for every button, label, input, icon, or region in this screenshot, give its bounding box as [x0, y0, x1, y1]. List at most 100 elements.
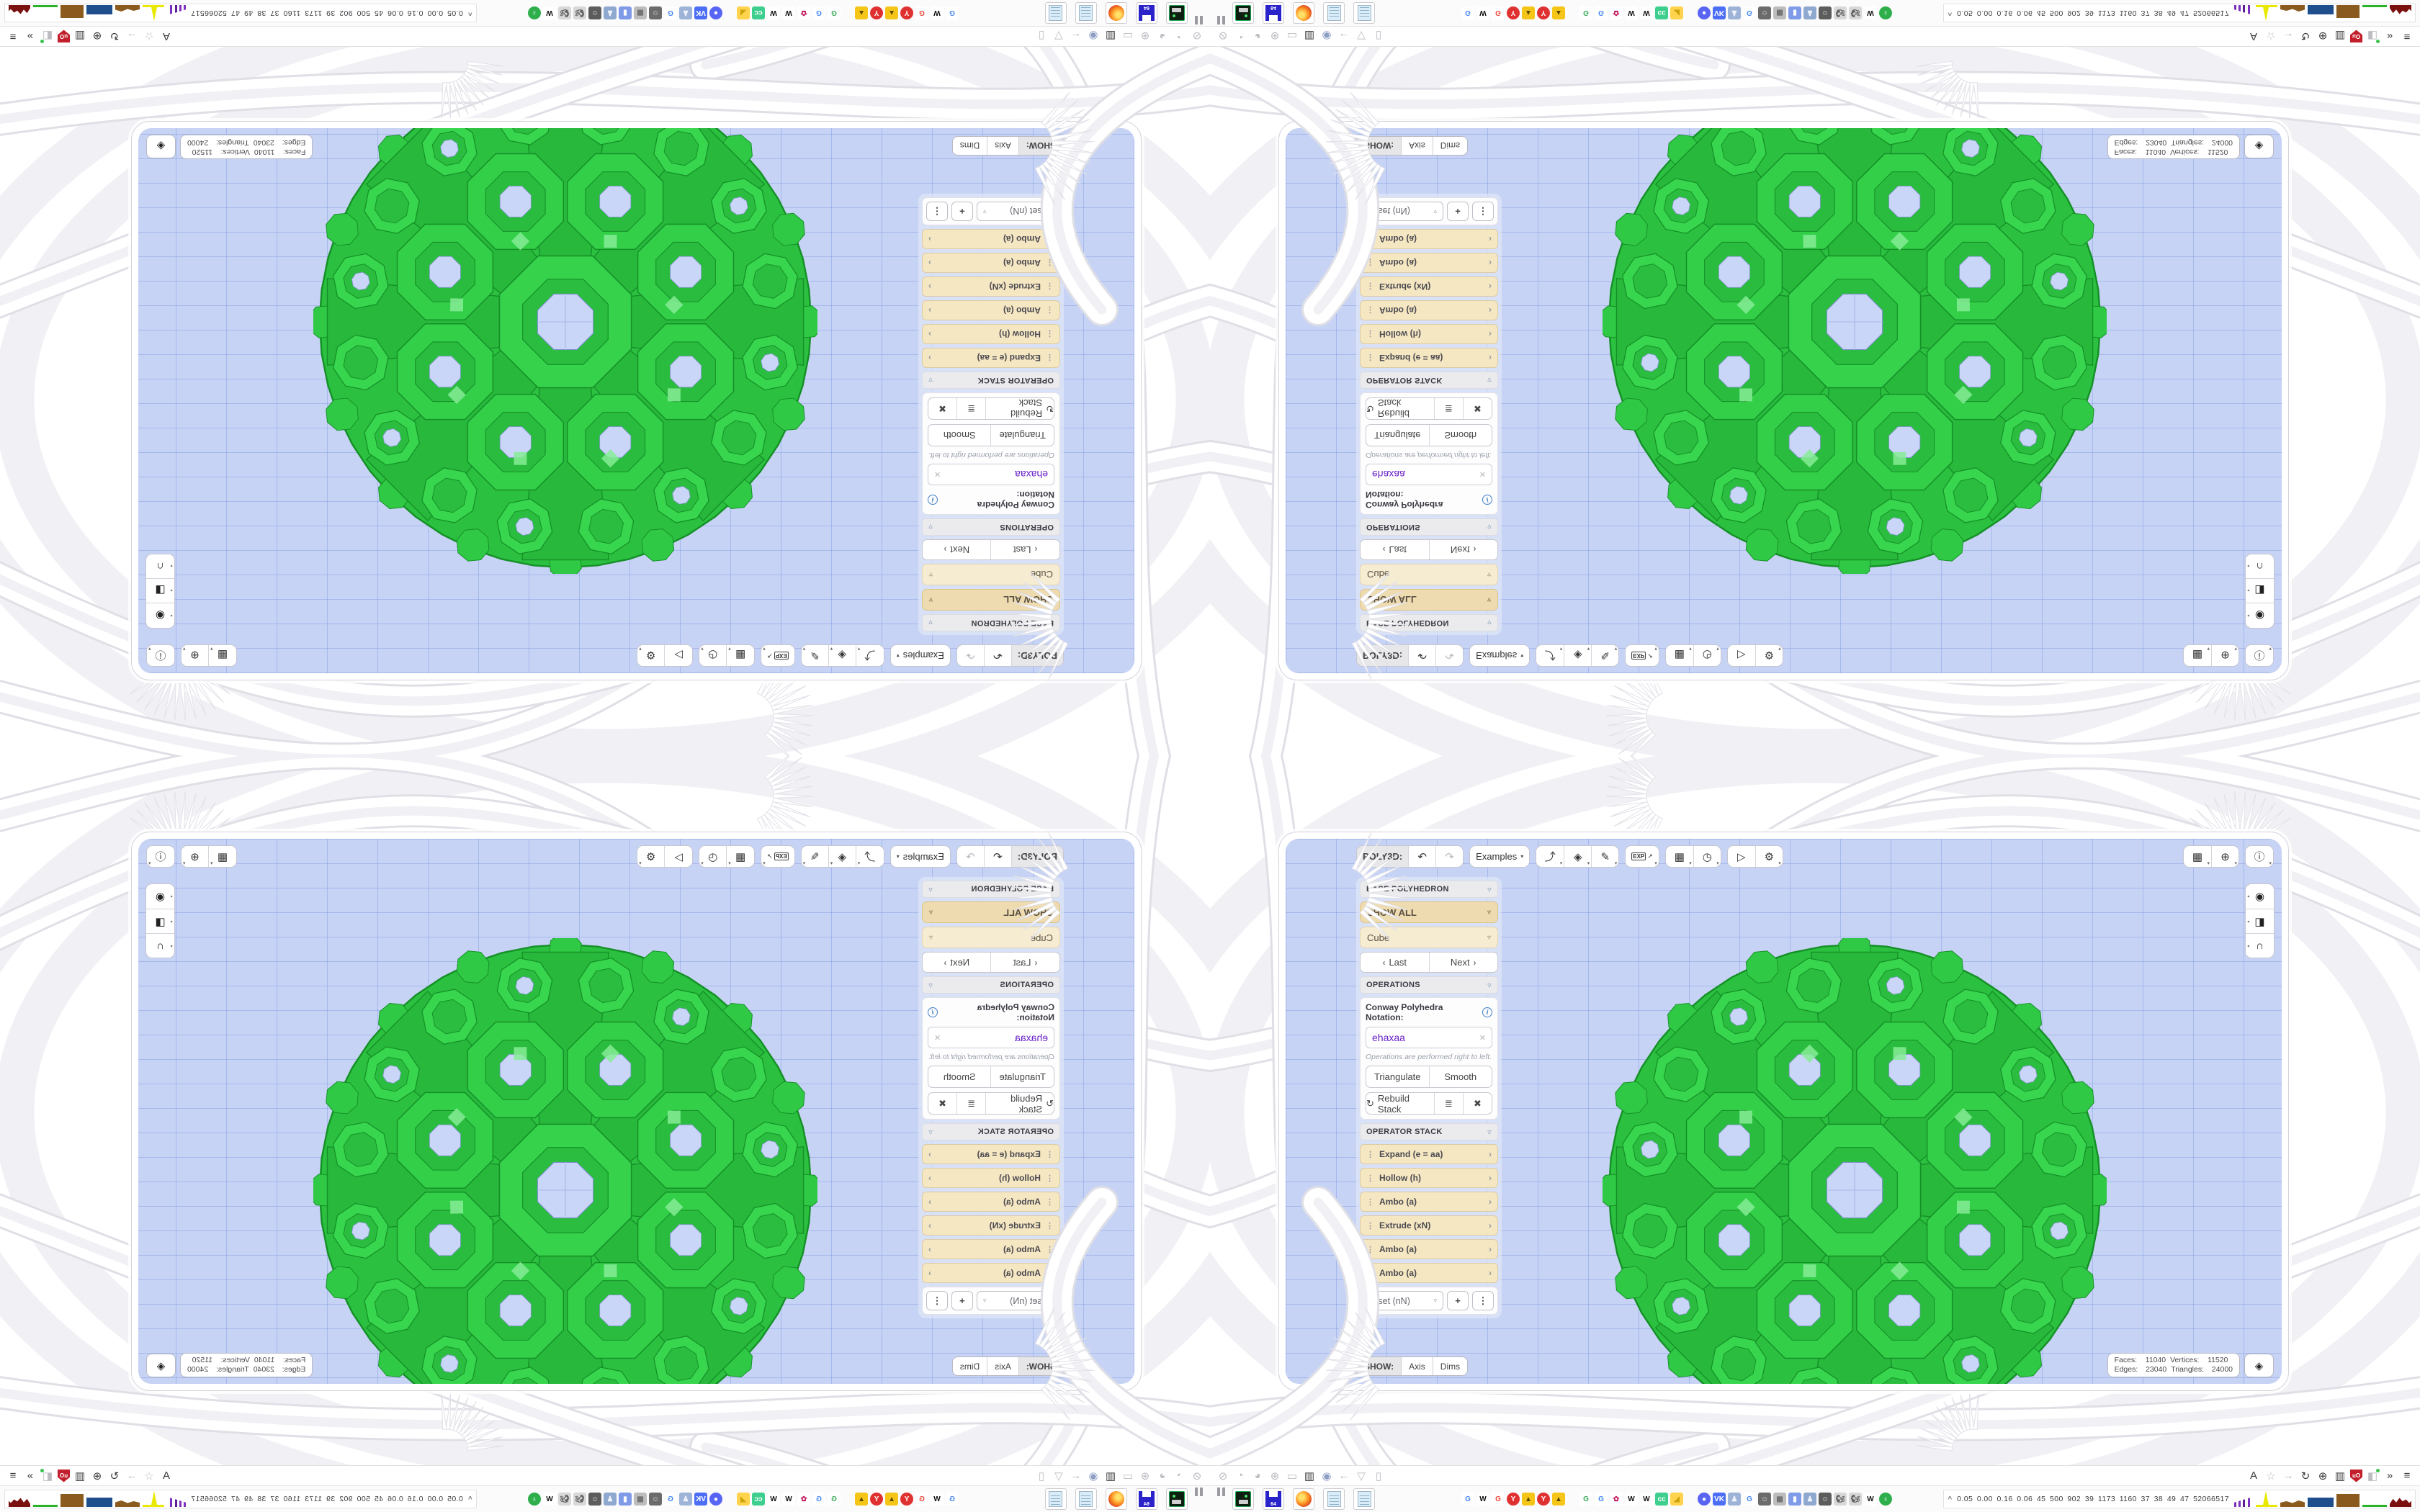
axis-toggle[interactable]: Axis [987, 137, 1019, 155]
ublock-shield-icon[interactable]: uO [58, 1470, 70, 1482]
stack-item-expand[interactable]: ⋮ Expand (e = aa) › [1360, 1144, 1498, 1164]
google-window[interactable]: G [946, 6, 959, 19]
portrait-window[interactable]: ☺ [1819, 6, 1832, 19]
table-button[interactable]: ▦ ▾ [1665, 846, 1693, 867]
bookmark-star-icon[interactable]: ☆ [2266, 1470, 2276, 1482]
photo-window[interactable]: ▲ [885, 1493, 898, 1506]
edit-draw-button[interactable]: ✎ ▾ [1591, 846, 1619, 867]
operator-select[interactable]: Inset (nN) ▿ [977, 1291, 1056, 1310]
green-polyhedron-model[interactable] [313, 938, 817, 1384]
stack-item-extrude[interactable]: ⋮ Extrude (xN) › [922, 1215, 1060, 1236]
ublock-shield-icon[interactable]: uO [2350, 1469, 2362, 1482]
rebuild-stack-button[interactable]: ↻ Rebuild Stack [1366, 398, 1434, 420]
translate-icon[interactable]: A [163, 30, 171, 42]
squirrel-window[interactable]: 🐿 [1834, 6, 1847, 19]
squirrel-window[interactable]: 🐿 [558, 6, 571, 19]
badge-icon[interactable]: ◉ [1322, 1470, 1332, 1482]
portrait-window[interactable]: ☺ [588, 1493, 601, 1506]
launcher-hw-monitor[interactable] [1232, 2, 1254, 24]
folder-icon[interactable]: ▭ [1122, 1470, 1134, 1482]
info-button[interactable]: ⓘ ▾ [147, 846, 174, 867]
shield-outline-icon[interactable]: ▽ [1054, 30, 1063, 42]
base-polyhedron-header[interactable]: BASE POLYHEDRON ▿ [1360, 614, 1498, 631]
table-button[interactable]: ▦ ▾ [727, 846, 755, 867]
green-polyhedron-model[interactable] [1603, 938, 2107, 1384]
magnet-button[interactable]: ◂ ∩ [146, 933, 174, 958]
google-window[interactable]: G [1595, 1493, 1608, 1506]
info-button[interactable]: ⓘ ▾ [147, 645, 174, 666]
stack-item-extrude[interactable]: ⋮ Extrude (xN) › [1360, 276, 1498, 297]
pause-bars-icon[interactable] [1195, 16, 1203, 24]
solid-view-button[interactable]: ◈ ▾ [828, 645, 856, 666]
operations-header[interactable]: OPERATIONS ▿ [1360, 518, 1498, 536]
statue-window[interactable]: ♟ [679, 1493, 692, 1506]
examples-dropdown[interactable]: Examples ▾ [890, 645, 950, 666]
drag-handle-icon[interactable]: ⋮ [1046, 282, 1054, 291]
redo-button[interactable]: ↷ [1435, 645, 1464, 666]
creativecommons-window[interactable]: cc [752, 1493, 765, 1506]
stack-item-ambo-2[interactable]: ⋮ Ambo (a) › [922, 253, 1060, 273]
ublock-shield-icon[interactable]: uO [58, 30, 70, 43]
monitor-collapse-icon[interactable]: ^ [467, 9, 472, 17]
operations-header[interactable]: OPERATIONS ▿ [1360, 976, 1498, 994]
flower-window[interactable]: ✿ [1610, 1493, 1623, 1506]
undo-button[interactable]: ↶ [1408, 645, 1436, 666]
google-window[interactable]: G [1579, 1493, 1592, 1506]
ublock-shield-icon[interactable]: uO [2350, 30, 2362, 43]
yandex-window[interactable]: Y [870, 6, 883, 19]
extension-puzzle-icon[interactable]: ◧ [40, 1468, 55, 1484]
base-polyhedron-header[interactable]: BASE POLYHEDRON ▿ [922, 881, 1060, 898]
cheese-window[interactable]: ◢ [1670, 6, 1683, 19]
visibility-button[interactable]: ◂ ◉ [2246, 884, 2274, 909]
stack-item-hollow[interactable]: ⋮ Hollow (h) › [1360, 324, 1498, 344]
drag-handle-icon[interactable]: ⋮ [1366, 1269, 1374, 1278]
creativecommons-window[interactable]: cc [1655, 1493, 1668, 1506]
launcher-notepad-1[interactable] [1323, 1488, 1345, 1510]
bookmark-star-icon[interactable]: ☆ [2266, 30, 2276, 42]
chat-window[interactable]: ● [1698, 6, 1711, 19]
magnet-button[interactable]: ◂ ∩ [2246, 554, 2274, 579]
triangulate-button[interactable]: Triangulate [992, 1066, 1054, 1087]
launcher-dosbox[interactable]: 64 [1136, 1488, 1157, 1510]
wikipedia-window[interactable]: W [1864, 1493, 1877, 1506]
menu-hamburger-icon[interactable]: ≡ [9, 1470, 17, 1482]
photo-window[interactable]: ▲ [885, 6, 898, 19]
examples-dropdown[interactable]: Examples ▾ [1470, 846, 1530, 867]
next-button[interactable]: Next › [923, 540, 992, 559]
globe-button[interactable]: ⊕ ▾ [182, 846, 209, 867]
add-operator-button[interactable]: + [1447, 202, 1469, 221]
next-button[interactable]: Next › [923, 953, 992, 972]
stack-item-ambo-1[interactable]: ⋮ Ambo (a) › [922, 1192, 1060, 1212]
globe-crossed-icon[interactable]: ⊕ [1270, 1470, 1280, 1482]
schedule-button[interactable]: ▦ ▾ [2184, 645, 2211, 666]
monitor-collapse-icon[interactable]: ^ [1948, 9, 1953, 17]
eco-window[interactable]: ♁ [1879, 1493, 1892, 1506]
wikipedia-window[interactable]: W [931, 6, 944, 19]
globe-icon[interactable]: ⊕ [92, 1470, 102, 1482]
settings-button[interactable]: ⚙ ▾ [1754, 846, 1783, 867]
operator-select[interactable]: Inset (nN) ▿ [977, 202, 1056, 221]
wikipedia-window[interactable]: W [767, 6, 780, 19]
list-button[interactable]: ≣ [957, 1093, 987, 1114]
exp-button[interactable]: EXP ↗ ▾ [761, 846, 794, 867]
viewport-3d[interactable]: POLY3D: ↶ ↷ Examples ▾ ⤴ ▾ ◈ ▾ [1286, 128, 2282, 673]
launcher-notepad-2[interactable] [1353, 2, 1375, 24]
edit-draw-button[interactable]: ✎ ▾ [801, 846, 829, 867]
dims-toggle[interactable]: Dims [1432, 1357, 1467, 1375]
last-button[interactable]: ‹ Last [1361, 540, 1429, 559]
shield-outline-icon[interactable]: ▽ [1357, 1470, 1366, 1482]
clock-button[interactable]: ◷ ▾ [1693, 846, 1721, 867]
smooth-button[interactable]: Smooth [928, 425, 992, 446]
stack-item-ambo-2[interactable]: ⋮ Ambo (a) › [922, 1239, 1060, 1259]
clock-button[interactable]: ◷ ▾ [699, 846, 727, 867]
launcher-firefox[interactable] [1106, 1488, 1127, 1510]
drag-handle-icon[interactable]: ⋮ [1366, 1197, 1374, 1207]
list-button[interactable]: ≣ [957, 398, 987, 419]
rebuild-stack-button[interactable]: ↻ Rebuild Stack [1366, 1093, 1434, 1114]
creativecommons-window[interactable]: cc [752, 6, 765, 19]
wikipedia-window[interactable]: W [782, 1493, 795, 1506]
undo-button[interactable]: ↶ [1408, 846, 1436, 867]
chat-window[interactable]: ● [709, 1493, 722, 1506]
google-window[interactable]: G [915, 6, 928, 19]
back-arrow-icon[interactable]: ← [1070, 30, 1082, 42]
